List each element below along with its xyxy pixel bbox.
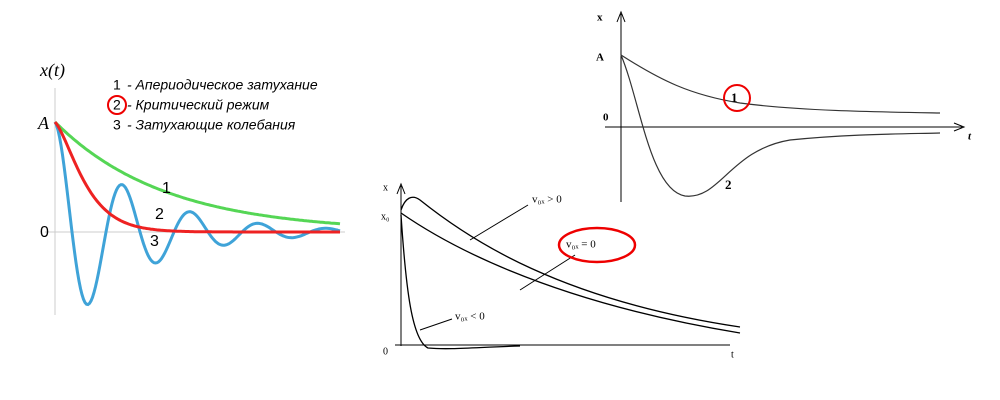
axis-label: x — [597, 12, 603, 24]
curve-2 — [620, 54, 941, 197]
zero-label: 0 — [603, 112, 609, 124]
start-label: A — [37, 113, 50, 133]
highlight-circle — [557, 226, 637, 264]
curve-label: 1 — [731, 90, 738, 105]
aperiodic-curve — [53, 120, 341, 226]
left-diagram: x(t) A 0 1 - Апериодическое затухание 2 … — [37, 60, 345, 315]
axis-label: x — [383, 182, 388, 193]
legend-number: 3 — [113, 117, 121, 133]
arrow — [953, 122, 966, 132]
curve-negative — [400, 214, 521, 350]
curve-label: v₀ₓ = 0 — [566, 239, 596, 251]
curve-zero — [400, 212, 741, 334]
curve-label: 1 — [162, 180, 171, 197]
bottom-diagram: x x₀ 0 t v₀ₓ > 0 v₀ₓ = 0 v₀ₓ < 0 — [381, 182, 741, 360]
highlight-circle — [723, 84, 751, 112]
critical-curve — [53, 121, 340, 234]
curve-label: v₀ₓ > 0 — [532, 194, 562, 206]
curve-label: 2 — [725, 177, 732, 192]
top-right-diagram: x A 0 t 1 2 — [596, 10, 972, 202]
arrow — [616, 10, 626, 23]
legend-text: - Затухающие колебания — [127, 117, 296, 133]
axis-label: x(t) — [39, 60, 65, 81]
zero-label: 0 — [383, 346, 388, 357]
curve-label: 3 — [150, 233, 159, 250]
legend-text: - Апериодическое затухание — [127, 77, 318, 93]
leader-line — [469, 204, 529, 241]
zero-label: 0 — [40, 224, 49, 241]
highlight-circle — [107, 95, 127, 115]
time-label: t — [731, 349, 734, 360]
legend-number: 1 — [113, 77, 121, 93]
legend-number: 2 — [113, 97, 121, 113]
leader-line — [519, 254, 576, 291]
time-label: t — [968, 131, 972, 143]
curve-label: v₀ₓ < 0 — [455, 311, 485, 323]
legend-text: - Критический режим — [127, 97, 270, 113]
curve-1 — [620, 54, 941, 114]
oscillation-curve — [53, 121, 341, 307]
start-label: A — [596, 52, 604, 64]
start-label: x₀ — [381, 211, 390, 222]
leader-line — [419, 318, 453, 331]
curve-label: 2 — [155, 206, 164, 223]
arrow — [396, 182, 406, 195]
curve-positive — [400, 196, 741, 328]
